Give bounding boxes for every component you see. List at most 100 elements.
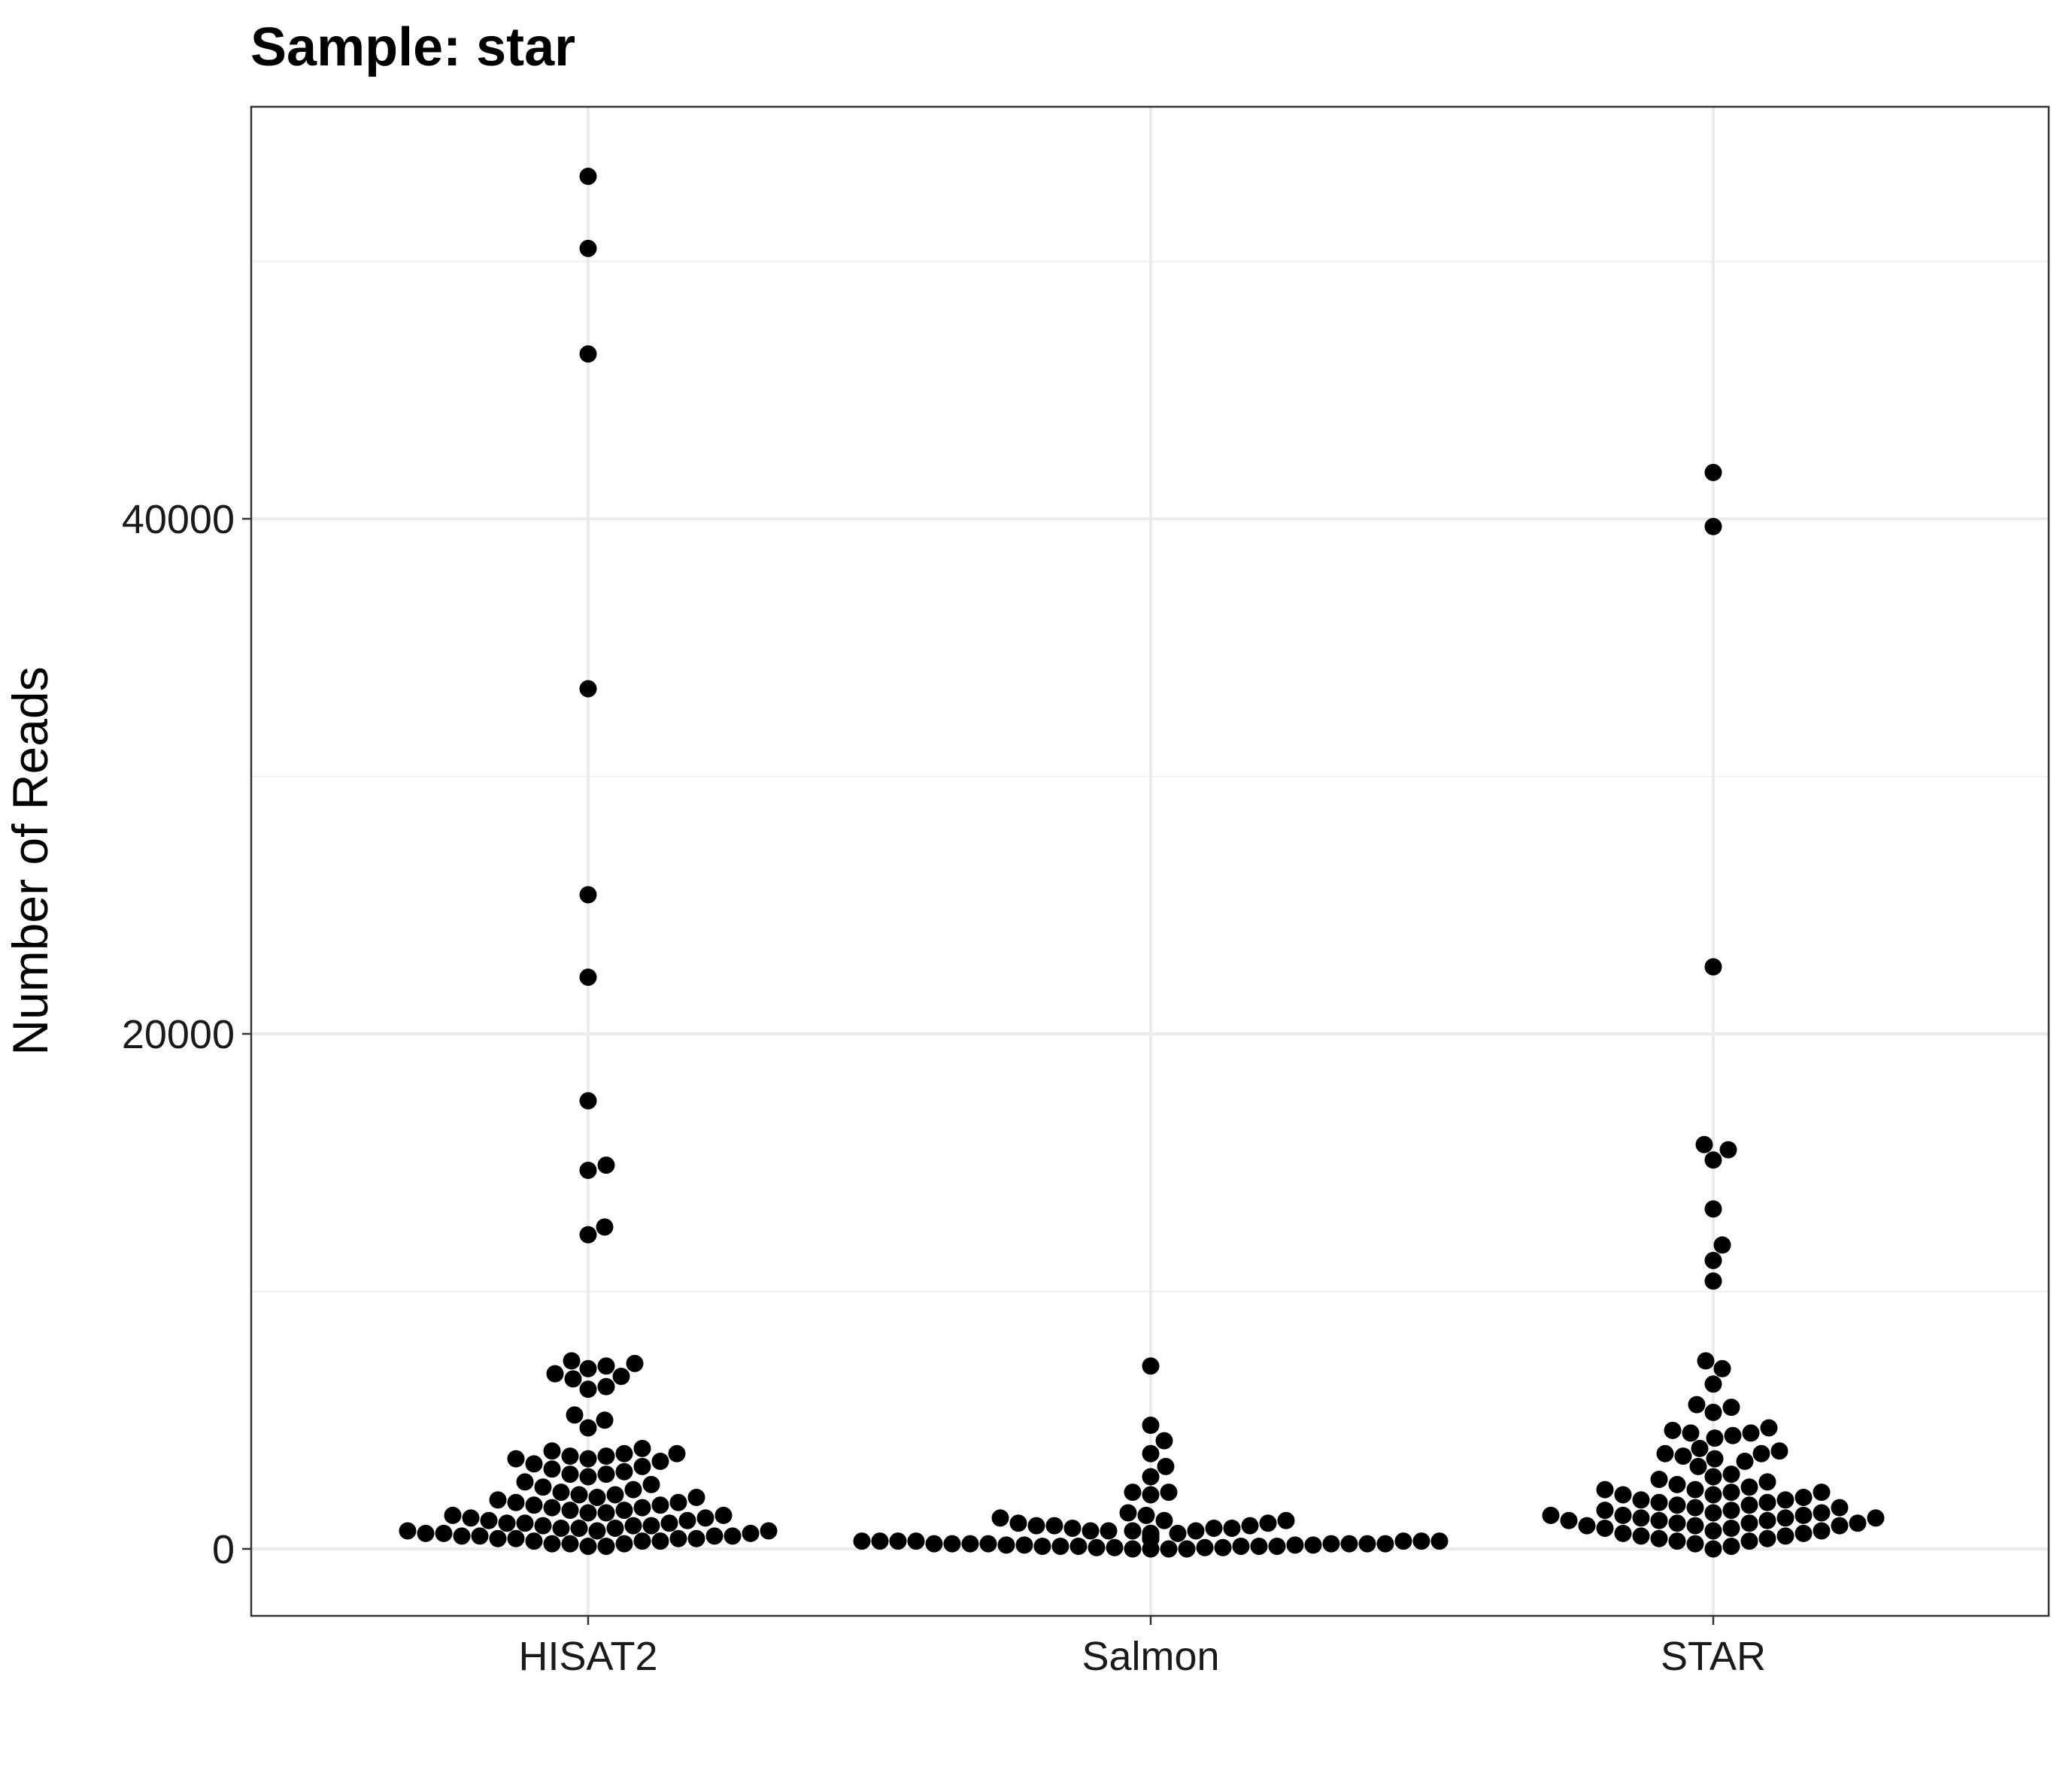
data-point-salmon bbox=[1119, 1504, 1137, 1522]
data-point-star bbox=[1758, 1473, 1776, 1491]
data-point-hisat2 bbox=[525, 1496, 543, 1514]
data-point-star bbox=[1867, 1509, 1885, 1527]
data-point-salmon bbox=[1169, 1524, 1187, 1542]
data-point-hisat2 bbox=[615, 1444, 633, 1462]
data-point-hisat2 bbox=[498, 1514, 516, 1532]
data-point-salmon bbox=[1124, 1540, 1142, 1558]
data-point-hisat2 bbox=[668, 1444, 686, 1462]
data-point-hisat2 bbox=[687, 1488, 705, 1506]
data-point-salmon bbox=[1268, 1538, 1286, 1556]
data-point-star bbox=[1578, 1517, 1596, 1535]
data-point-hisat2 bbox=[597, 1504, 615, 1522]
data-point-star bbox=[1813, 1522, 1831, 1540]
data-point-hisat2 bbox=[588, 1488, 606, 1506]
data-point-star bbox=[1719, 1141, 1737, 1159]
data-point-star bbox=[1704, 1403, 1722, 1421]
data-point-salmon bbox=[1394, 1532, 1412, 1550]
data-point-hisat2 bbox=[546, 1365, 564, 1383]
data-point-salmon bbox=[1142, 1524, 1160, 1542]
data-point-star bbox=[1650, 1470, 1668, 1488]
x-tick-label: HISAT2 bbox=[518, 1634, 657, 1679]
data-point-star bbox=[1706, 1429, 1724, 1447]
data-point-hisat2 bbox=[579, 1092, 597, 1110]
data-point-salmon bbox=[1376, 1535, 1394, 1553]
data-point-star bbox=[1776, 1491, 1794, 1509]
data-point-star bbox=[1682, 1424, 1700, 1442]
data-point-salmon bbox=[997, 1536, 1015, 1554]
data-point-salmon bbox=[1069, 1538, 1088, 1556]
data-point-star bbox=[1704, 1468, 1722, 1486]
data-point-star bbox=[1813, 1484, 1831, 1502]
data-point-salmon bbox=[1137, 1506, 1155, 1524]
data-point-hisat2 bbox=[642, 1475, 660, 1493]
data-point-hisat2 bbox=[564, 1370, 582, 1388]
data-point-hisat2 bbox=[579, 1538, 597, 1556]
data-point-hisat2 bbox=[516, 1514, 534, 1532]
data-point-hisat2 bbox=[633, 1457, 651, 1475]
data-point-salmon bbox=[871, 1532, 889, 1550]
data-point-star bbox=[1668, 1532, 1686, 1550]
data-point-hisat2 bbox=[624, 1481, 642, 1499]
data-point-hisat2 bbox=[543, 1442, 561, 1460]
data-point-star bbox=[1664, 1421, 1682, 1439]
data-point-star bbox=[1713, 1359, 1731, 1377]
data-point-star bbox=[1614, 1486, 1632, 1504]
data-point-hisat2 bbox=[696, 1509, 714, 1527]
data-point-salmon bbox=[1358, 1535, 1376, 1553]
data-point-star bbox=[1722, 1520, 1740, 1538]
data-point-hisat2 bbox=[742, 1524, 760, 1542]
data-point-hisat2 bbox=[651, 1532, 669, 1550]
y-axis-title: Number of Reads bbox=[2, 666, 58, 1055]
data-point-star bbox=[1704, 463, 1722, 481]
data-point-star bbox=[1596, 1520, 1614, 1538]
data-point-salmon bbox=[1051, 1538, 1069, 1556]
data-point-hisat2 bbox=[579, 1419, 597, 1437]
data-point-hisat2 bbox=[669, 1493, 687, 1511]
data-point-salmon bbox=[991, 1509, 1009, 1527]
data-point-salmon bbox=[1082, 1522, 1100, 1540]
data-point-hisat2 bbox=[579, 1504, 597, 1522]
data-point-salmon bbox=[1106, 1538, 1124, 1556]
data-point-star bbox=[1689, 1457, 1707, 1475]
axis-ticks: 0 20000 40000 HISAT2 Salmon STAR bbox=[122, 497, 1766, 1679]
data-point-star bbox=[1776, 1527, 1794, 1545]
data-point-star bbox=[1688, 1396, 1706, 1414]
data-point-salmon bbox=[1142, 1486, 1160, 1504]
data-point-hisat2 bbox=[552, 1484, 570, 1502]
data-point-star bbox=[1794, 1488, 1813, 1506]
data-point-hisat2 bbox=[579, 239, 597, 257]
data-point-salmon bbox=[853, 1532, 871, 1550]
data-point-hisat2 bbox=[660, 1514, 678, 1532]
data-point-hisat2 bbox=[566, 1406, 584, 1424]
data-point-hisat2 bbox=[633, 1499, 651, 1517]
data-point-star bbox=[1722, 1484, 1740, 1502]
data-point-salmon bbox=[1322, 1535, 1340, 1553]
data-point-hisat2 bbox=[543, 1535, 561, 1553]
data-point-star bbox=[1614, 1506, 1632, 1524]
data-point-hisat2 bbox=[570, 1486, 588, 1504]
data-point-hisat2 bbox=[507, 1529, 525, 1547]
data-point-star bbox=[1724, 1426, 1742, 1444]
data-point-hisat2 bbox=[417, 1524, 435, 1542]
data-point-star bbox=[1794, 1524, 1813, 1542]
data-point-hisat2 bbox=[543, 1460, 561, 1478]
data-point-salmon bbox=[1142, 1468, 1160, 1486]
data-point-hisat2 bbox=[435, 1524, 453, 1542]
data-point-salmon bbox=[1232, 1538, 1250, 1556]
data-point-star bbox=[1722, 1502, 1740, 1520]
data-point-star bbox=[1706, 1450, 1724, 1468]
data-point-star bbox=[1650, 1493, 1668, 1511]
x-tick-label: Salmon bbox=[1082, 1634, 1219, 1679]
data-point-hisat2 bbox=[714, 1506, 733, 1524]
data-point-star bbox=[1813, 1504, 1831, 1522]
data-point-hisat2 bbox=[705, 1527, 724, 1545]
data-point-salmon bbox=[1009, 1514, 1027, 1532]
data-point-star bbox=[1668, 1496, 1686, 1514]
data-point-hisat2 bbox=[597, 1538, 615, 1556]
data-point-hisat2 bbox=[606, 1486, 624, 1504]
data-point-salmon bbox=[1088, 1538, 1106, 1556]
data-point-hisat2 bbox=[462, 1509, 480, 1527]
data-point-hisat2 bbox=[579, 1359, 597, 1377]
data-point-star bbox=[1760, 1419, 1778, 1437]
